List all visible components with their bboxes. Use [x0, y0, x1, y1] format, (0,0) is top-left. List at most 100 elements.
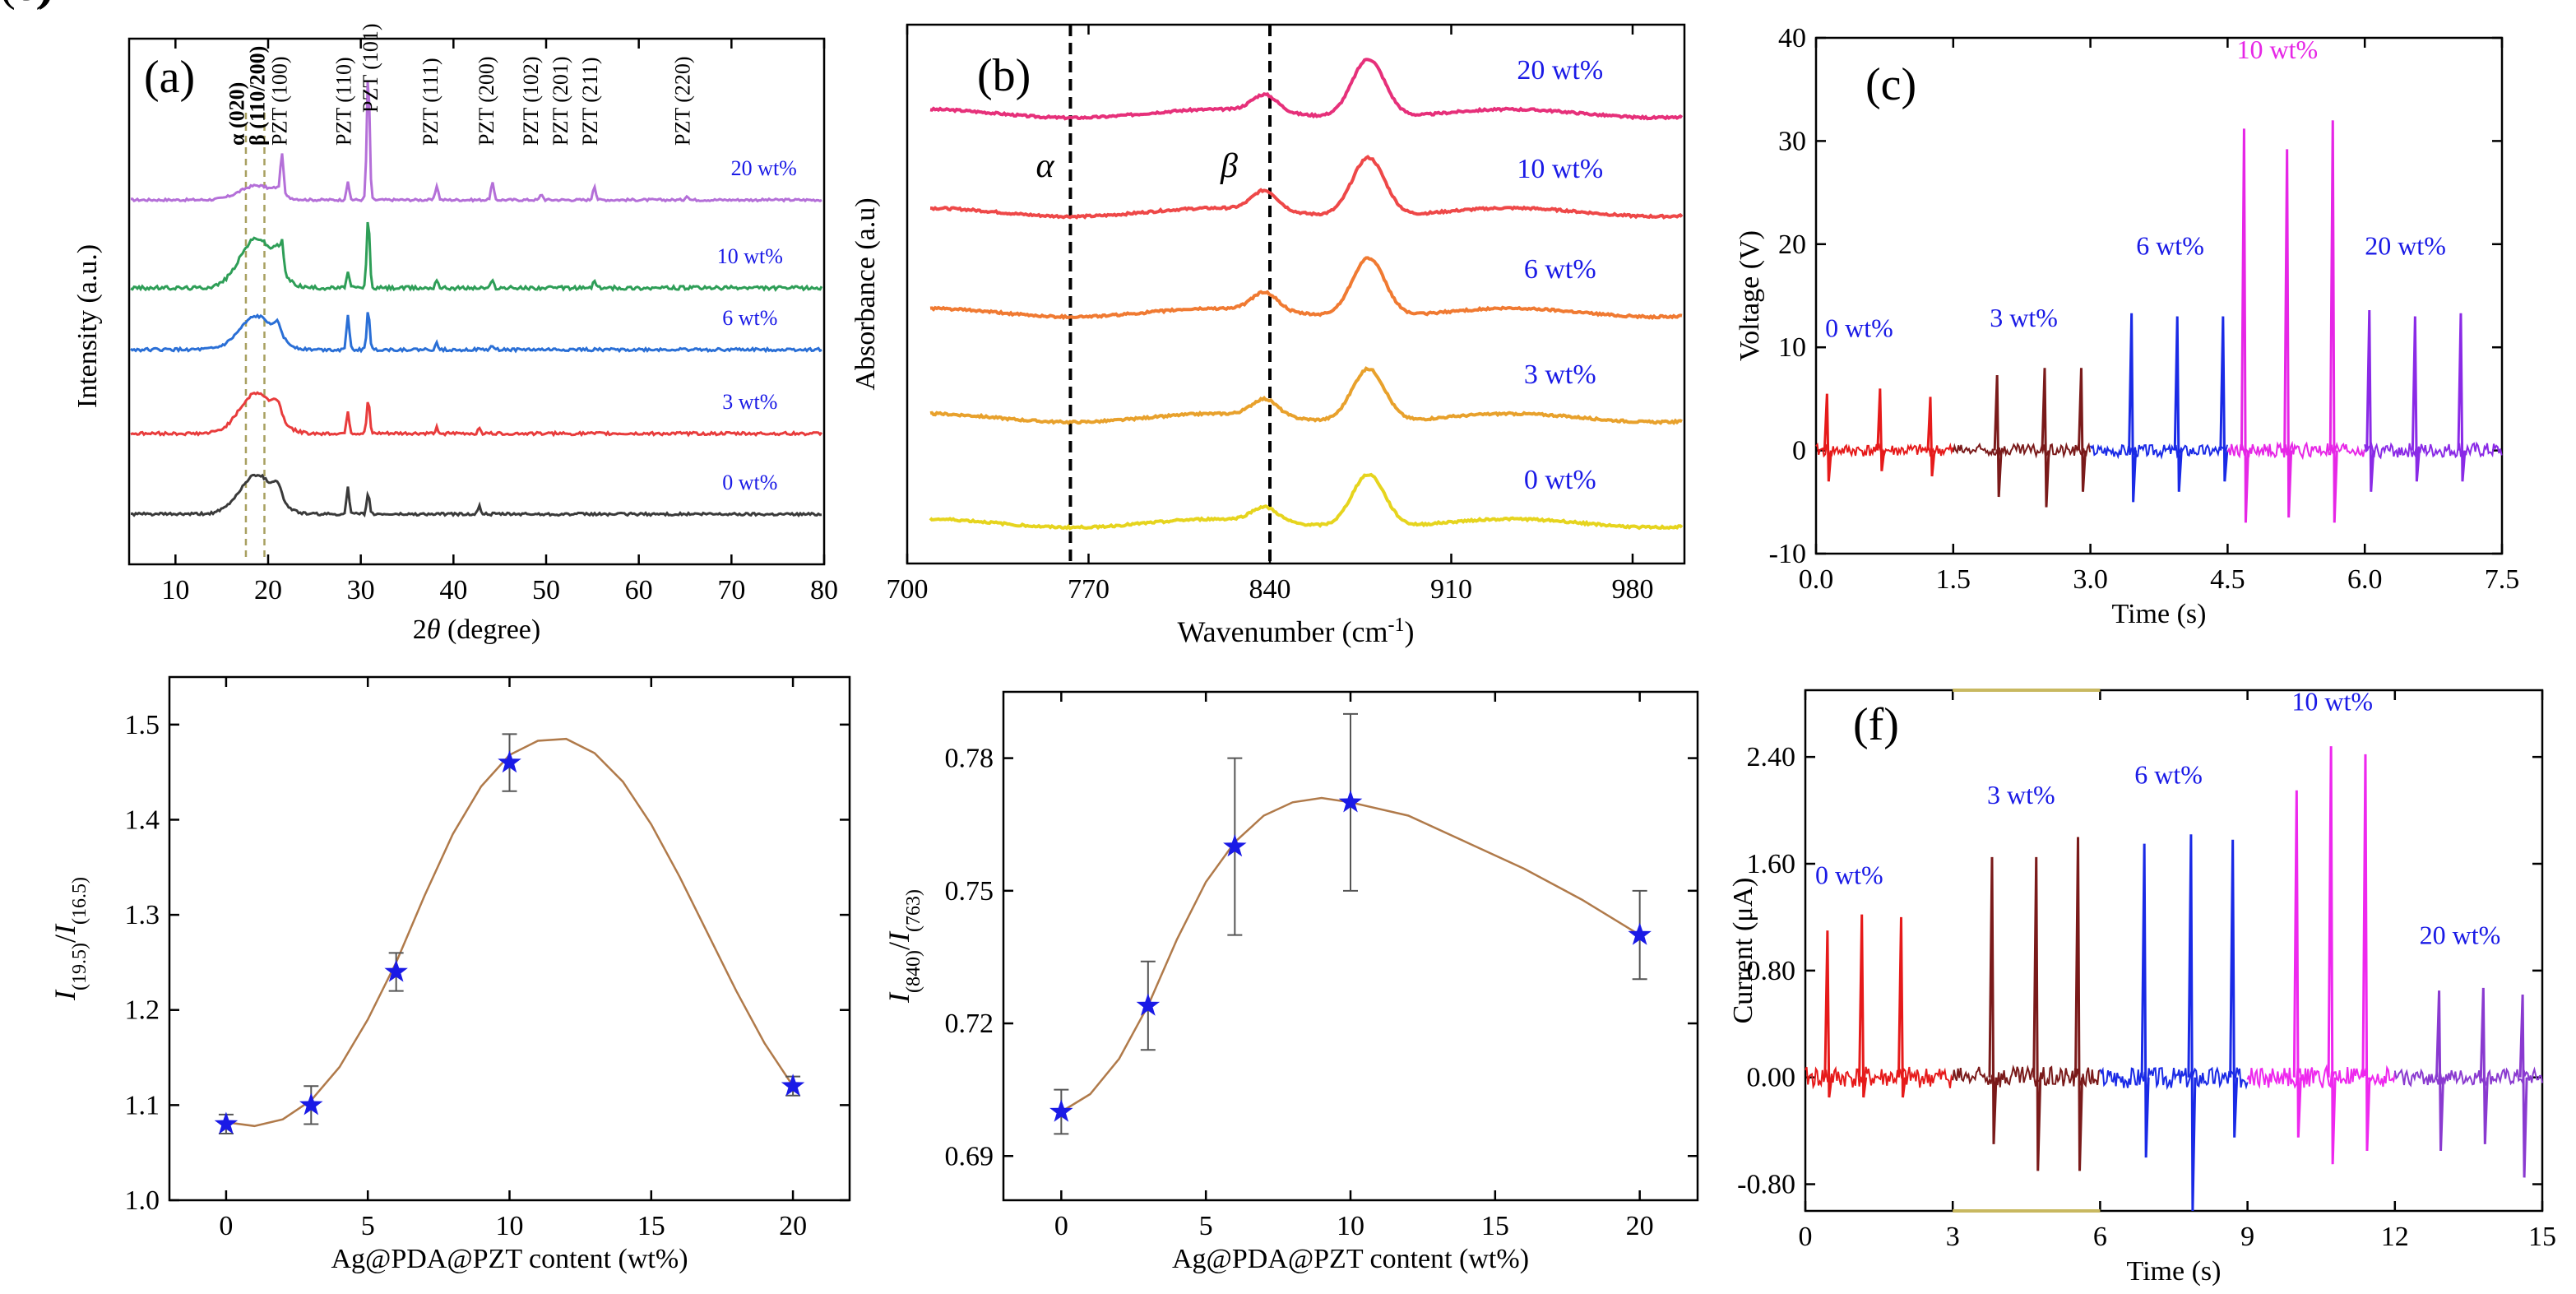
- x-tick-label: 770: [1068, 574, 1110, 605]
- spike: [2479, 987, 2489, 1144]
- spike: [2240, 128, 2249, 523]
- y-label-i1: I: [49, 989, 81, 1001]
- spike: [2361, 754, 2371, 1152]
- peak-label: α (020): [225, 82, 249, 146]
- spike: [1858, 914, 1868, 1098]
- y-tick-label: 40: [1778, 23, 1806, 53]
- series-label: 10 wt%: [2291, 686, 2373, 716]
- peak-label: PZT (102): [519, 56, 543, 146]
- spike: [1988, 856, 1998, 1144]
- data-point: [1338, 790, 1363, 813]
- x-tick-label: 700: [887, 574, 929, 605]
- y-tick-label: 1.5: [125, 710, 160, 740]
- spike: [2435, 990, 2445, 1152]
- x-tick-label: 1.5: [1936, 564, 1971, 595]
- spike: [1823, 930, 1833, 1098]
- series-label: 0 wt%: [722, 471, 777, 494]
- y-tick-label: 0.75: [945, 876, 994, 907]
- y-label-sub2: (763): [903, 889, 924, 932]
- data-point: [1223, 834, 1247, 857]
- y-tick-label: 0.78: [945, 744, 994, 774]
- y-axis-label: Current (μA): [1728, 878, 1758, 1024]
- x-axis-label-theta: θ: [427, 615, 441, 645]
- x-tick-label: 12: [2381, 1222, 2409, 1252]
- x-tick-label: 0: [219, 1211, 233, 1241]
- x-tick-label: 0: [1054, 1211, 1068, 1241]
- peak-label: β (110/200): [245, 46, 269, 146]
- x-tick-label: 6.0: [2347, 564, 2383, 595]
- x-tick-label: 50: [532, 575, 560, 605]
- series-line-3wt: [929, 366, 1683, 425]
- x-tick-label: 840: [1249, 574, 1291, 605]
- y-tick-label: 1.3: [125, 900, 160, 930]
- series-trace-6wt: [2099, 1066, 2249, 1091]
- series-line-6wt: [929, 256, 1683, 321]
- x-tick-label: 6: [2093, 1222, 2107, 1252]
- peak-label: PZT (101): [359, 23, 382, 113]
- x-tick-label: 0: [1799, 1222, 1813, 1252]
- spike: [2328, 120, 2338, 523]
- y-tick-label: 0: [1792, 436, 1806, 466]
- peak-label: PZT (201): [549, 56, 572, 146]
- fit-curve: [225, 737, 795, 1128]
- fit-curve: [1060, 796, 1641, 1113]
- series-line-6wt: [130, 312, 822, 354]
- x-tick-label: 40: [439, 575, 467, 605]
- spike: [2187, 834, 2197, 1212]
- data-point: [781, 1074, 805, 1097]
- y-tick-label: 10: [1778, 332, 1806, 363]
- panel-d: 0 5 10 15 20 1.0 1.1 1.2 1.3 1.4 1.5 (d) Ag@PDA@PZT …: [0, 0, 851, 1274]
- x-tick-label: 15: [1481, 1211, 1509, 1241]
- series-label: 20 wt%: [1517, 55, 1603, 86]
- panel-f: 0 3 6 9 12 15 -0.80 0.00 0.80 1.60 2.40 (f) Time (s)…: [1728, 686, 2556, 1287]
- peak-label: PZT (200): [475, 56, 498, 146]
- series-label: 6 wt%: [2136, 230, 2204, 260]
- series-trace-10wt: [2226, 440, 2365, 461]
- series-label: 10 wt%: [2237, 35, 2319, 64]
- x-axis-label: Wavenumber (cm-1): [1178, 615, 1415, 648]
- series-label: 20 wt%: [2420, 920, 2501, 949]
- x-tick-label: 9: [2240, 1222, 2254, 1252]
- y-label-sub1: (840): [903, 950, 924, 993]
- series-label: 10 wt%: [717, 244, 783, 268]
- y-tick-label: 1.0: [125, 1185, 160, 1216]
- y-axis-label: Intensity (a.u.): [72, 244, 103, 408]
- x-axis-label-prefix: 2: [413, 615, 427, 645]
- x-tick-label: 70: [717, 575, 745, 605]
- y-label-slash: /: [49, 935, 81, 943]
- reference-line-label: β: [1220, 147, 1238, 185]
- peak-label: PZT (110): [331, 57, 355, 146]
- x-tick-label: 20: [1626, 1211, 1654, 1241]
- x-tick-label: 910: [1430, 574, 1472, 605]
- x-tick-label: 4.5: [2210, 564, 2245, 595]
- y-tick-label: 0.72: [945, 1009, 994, 1039]
- x-tick-label: 20: [254, 575, 282, 605]
- series-trace-10wt: [2246, 1064, 2396, 1090]
- x-tick-label: 15: [637, 1211, 665, 1241]
- spike: [2457, 313, 2467, 482]
- series-label: 0 wt%: [1524, 465, 1596, 495]
- x-axis-label: 2θ (degree): [413, 615, 540, 645]
- y-tick-label: -10: [1769, 539, 1806, 569]
- series-label: 3 wt%: [1524, 359, 1596, 390]
- plot-frame: [1804, 689, 2544, 1213]
- x-axis-label: Ag@PDA@PZT content (wt%): [1172, 1244, 1529, 1274]
- spike: [2041, 368, 2050, 508]
- plot-frame: [127, 37, 826, 566]
- x-tick-label: 980: [1612, 574, 1654, 605]
- x-tick-label: 7.5: [2485, 564, 2520, 595]
- y-axis-label: Absorbance (a.u): [850, 197, 881, 390]
- series-label: 0 wt%: [1825, 313, 1893, 343]
- spike: [2128, 313, 2138, 503]
- spike: [2518, 995, 2528, 1178]
- plot-frame: [906, 23, 1686, 565]
- y-label-i1: I: [883, 991, 915, 1004]
- y-axis-label: I(840)/I(763): [883, 889, 924, 1004]
- series-label: 10 wt%: [1517, 154, 1603, 184]
- spike: [1993, 375, 2003, 498]
- series-line-3wt: [130, 391, 823, 438]
- x-tick-label: 10: [496, 1211, 524, 1241]
- peak-label: PZT (100): [268, 56, 292, 146]
